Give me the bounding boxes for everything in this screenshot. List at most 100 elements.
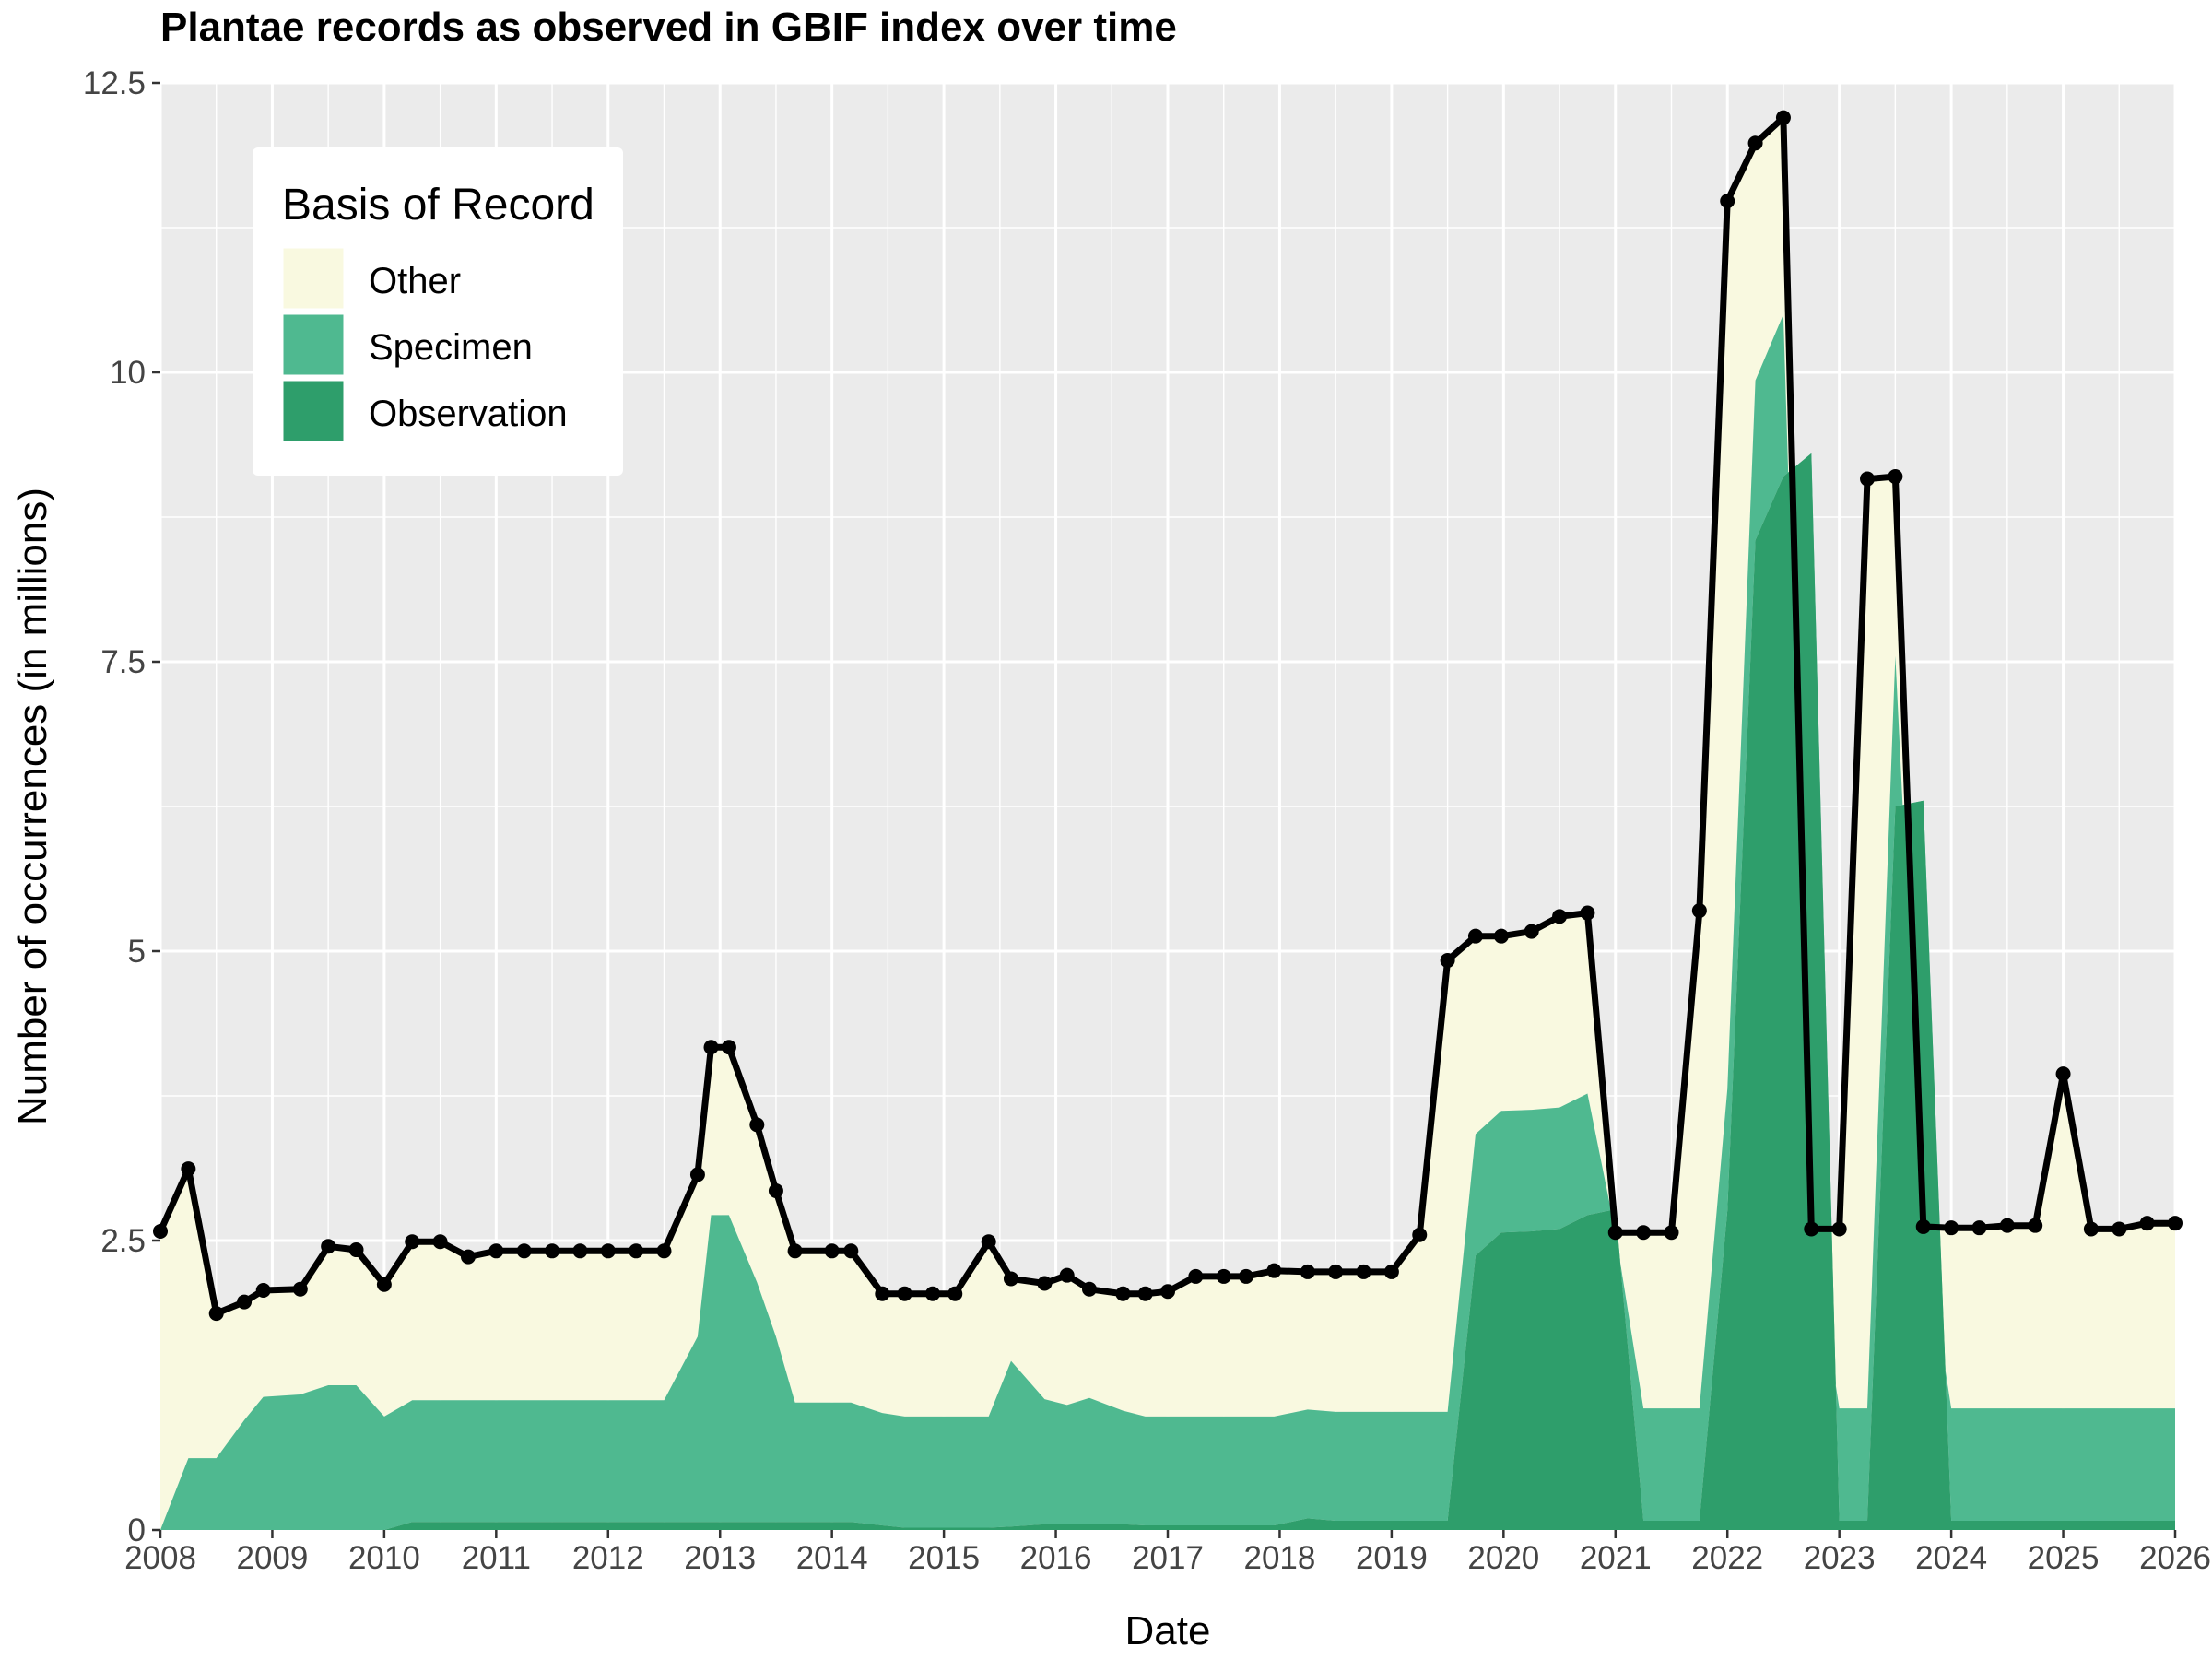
total-point (600, 1243, 616, 1259)
total-point (1239, 1268, 1254, 1284)
total-point (292, 1281, 308, 1297)
legend-swatch-other (280, 245, 347, 312)
total-point (1059, 1267, 1075, 1283)
total-point (1037, 1276, 1053, 1291)
total-point (1440, 953, 1455, 969)
total-point (1915, 1218, 1931, 1234)
total-point (488, 1243, 504, 1259)
total-point (787, 1243, 803, 1259)
total-point (2055, 1066, 2071, 1082)
total-point (721, 1040, 736, 1055)
total-point (1524, 924, 1539, 939)
total-point (1493, 928, 1509, 944)
total-point (703, 1040, 719, 1055)
total-point (768, 1182, 783, 1198)
total-point (656, 1243, 672, 1259)
axes: 2008 2009 2010 2011 2012 2013 2014 2015 2016 2017… (83, 65, 2211, 1576)
total-point (1607, 1225, 1623, 1241)
total-point (1137, 1286, 1153, 1301)
x-tick-label: 2008 (124, 1540, 196, 1576)
legend-label-specimen: Specimen (369, 327, 533, 368)
total-point (545, 1243, 560, 1259)
chart-title: Plantae records as observed in GBIF inde… (160, 5, 1177, 50)
total-point (1775, 110, 1791, 125)
total-point (2028, 1218, 2043, 1233)
total-point (629, 1243, 644, 1259)
total-point (405, 1234, 420, 1250)
total-point (1580, 905, 1595, 921)
total-point (1691, 903, 1707, 919)
total-point (1115, 1286, 1131, 1301)
total-point (1971, 1220, 1987, 1236)
stacked-areas (160, 117, 2175, 1531)
y-tick-label: 2.5 (100, 1223, 146, 1259)
total-point (981, 1234, 996, 1250)
total-point (1888, 469, 1903, 485)
total-point (1747, 135, 1763, 151)
total-point (208, 1306, 224, 1322)
total-point (432, 1234, 448, 1250)
y-tick-label: 10 (110, 355, 146, 391)
x-tick-label: 2018 (1244, 1540, 1316, 1576)
legend: Basis of Record Other Specimen Observati… (253, 147, 623, 476)
total-point (255, 1283, 271, 1299)
legend-swatch-observation (280, 378, 347, 444)
total-point (824, 1243, 840, 1259)
total-point (153, 1223, 168, 1239)
x-tick-label: 2017 (1132, 1540, 1204, 1576)
x-tick-label: 2019 (1356, 1540, 1428, 1576)
x-tick-label: 2015 (908, 1540, 980, 1576)
y-tick-label: 7.5 (100, 644, 146, 680)
total-point (1831, 1221, 1847, 1237)
y-tick-label: 0 (128, 1512, 146, 1548)
total-point (1216, 1268, 1231, 1284)
total-point (1636, 1225, 1652, 1241)
x-tick-label: 2025 (2028, 1540, 2100, 1576)
total-point (1188, 1268, 1204, 1284)
total-point (376, 1277, 392, 1292)
total-point (1081, 1281, 1097, 1297)
x-axis-title: Date (1125, 1608, 1211, 1653)
total-point (843, 1243, 859, 1259)
total-point (1944, 1220, 1959, 1236)
x-tick-label: 2009 (237, 1540, 309, 1576)
legend-label-observation: Observation (369, 394, 568, 434)
total-point (2112, 1221, 2127, 1237)
total-point (1720, 194, 1735, 209)
x-tick-label: 2024 (1915, 1540, 1987, 1576)
total-point (1804, 1221, 1819, 1237)
area-other (160, 117, 2175, 1531)
total-point (947, 1286, 963, 1301)
total-point (237, 1294, 253, 1310)
total-point (1383, 1264, 1399, 1279)
total-point (689, 1167, 705, 1182)
total-point (321, 1239, 336, 1254)
area-specimen (160, 314, 2175, 1531)
legend-title: Basis of Record (282, 181, 594, 229)
total-point (1328, 1264, 1344, 1279)
total-point (572, 1243, 588, 1259)
total-point (1300, 1264, 1315, 1279)
total-point (348, 1242, 364, 1258)
y-tick-label: 12.5 (83, 65, 146, 101)
x-tick-label: 2012 (572, 1540, 644, 1576)
total-point (1467, 928, 1483, 944)
total-point (460, 1249, 476, 1265)
x-tick-label: 2022 (1691, 1540, 1763, 1576)
total-point (2139, 1216, 2155, 1231)
x-tick-label: 2011 (462, 1540, 531, 1576)
total-point (516, 1243, 532, 1259)
area-observation (160, 453, 2175, 1530)
total-point (1552, 909, 1568, 924)
x-tick-label: 2013 (684, 1540, 756, 1576)
y-axis-title: Number of occurrences (in millions) (10, 488, 55, 1125)
x-tick-label: 2026 (2139, 1540, 2211, 1576)
total-point (1003, 1271, 1018, 1287)
x-tick-label: 2016 (1020, 1540, 1092, 1576)
total-point (924, 1286, 940, 1301)
x-tick-label: 2014 (796, 1540, 868, 1576)
total-point (1412, 1227, 1428, 1242)
total-point (1266, 1263, 1282, 1278)
x-tick-label: 2010 (348, 1540, 420, 1576)
x-tick-label: 2020 (1467, 1540, 1539, 1576)
